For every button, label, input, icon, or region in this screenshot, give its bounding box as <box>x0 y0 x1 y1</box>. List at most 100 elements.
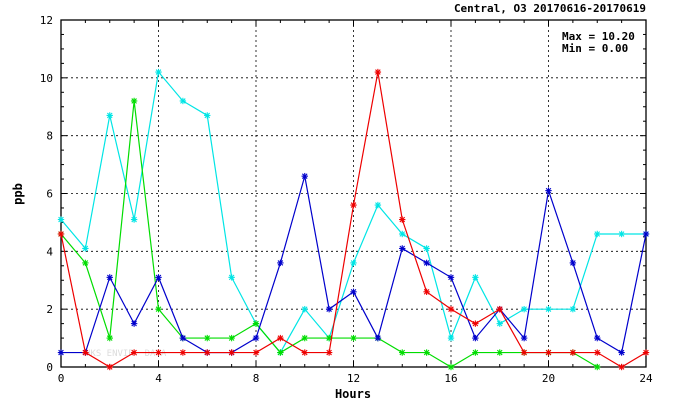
data-point <box>594 349 601 356</box>
data-point <box>252 320 260 327</box>
data-point <box>155 274 162 281</box>
data-point <box>325 305 333 313</box>
data-point <box>423 259 430 267</box>
data-point <box>472 334 479 342</box>
data-point <box>374 334 382 342</box>
data-point <box>106 363 113 371</box>
data-point <box>350 259 357 267</box>
data-point <box>447 363 455 371</box>
x-tick-label: 16 <box>444 372 457 385</box>
data-point <box>569 305 577 313</box>
data-point <box>106 334 113 342</box>
data-point <box>594 363 601 371</box>
data-point <box>301 334 308 342</box>
data-point <box>545 187 552 194</box>
x-tick-label: 0 <box>58 372 65 385</box>
series-2 <box>57 97 601 371</box>
data-point <box>57 230 65 238</box>
data-point <box>520 334 528 342</box>
data-point <box>618 349 625 356</box>
data-point <box>520 349 528 356</box>
data-point <box>130 349 138 356</box>
data-point <box>642 230 650 238</box>
data-point <box>496 349 503 356</box>
data-point <box>569 259 577 267</box>
data-point <box>447 274 455 281</box>
data-point <box>350 288 357 296</box>
data-point <box>423 288 430 296</box>
data-point <box>472 349 479 356</box>
data-point <box>155 305 162 313</box>
data-point <box>399 349 406 356</box>
data-point <box>472 274 479 281</box>
data-point <box>447 334 455 342</box>
series-4 <box>57 68 650 371</box>
grid-lines <box>61 20 646 367</box>
data-point <box>204 112 211 119</box>
data-point <box>204 349 211 356</box>
x-tick-label: 4 <box>155 372 162 385</box>
data-point <box>594 334 601 342</box>
max-stat: Max = 10.20 <box>562 30 635 43</box>
y-tick-label: 6 <box>46 188 53 201</box>
y-tick-label: 4 <box>46 245 53 258</box>
data-point <box>228 274 235 281</box>
y-tick-label: 2 <box>46 303 53 316</box>
data-point <box>374 68 382 76</box>
x-tick-label: 20 <box>542 372 555 385</box>
data-point <box>642 349 650 356</box>
data-point <box>106 112 113 119</box>
data-point <box>399 216 406 223</box>
chart-title: Central, O3 20170616-20170619 <box>454 2 646 15</box>
data-point <box>155 349 162 356</box>
data-point <box>130 97 138 105</box>
y-axis-label: ppb <box>11 183 25 205</box>
y-tick-label: 8 <box>46 130 53 143</box>
data-point <box>252 334 260 342</box>
data-point <box>301 172 308 180</box>
min-stat: Min = 0.00 <box>562 42 628 55</box>
data-point <box>472 320 479 327</box>
data-point <box>179 349 187 356</box>
data-point <box>447 305 455 313</box>
data-point <box>130 320 138 327</box>
y-tick-label: 10 <box>40 72 53 85</box>
data-point <box>179 334 187 342</box>
data-point <box>82 245 89 252</box>
x-tick-label: 8 <box>253 372 260 385</box>
data-point <box>301 349 308 356</box>
data-point <box>277 259 284 267</box>
data-point <box>423 245 430 252</box>
x-axis-label: Hours <box>335 387 371 401</box>
data-point <box>204 334 211 342</box>
data-point <box>545 305 552 313</box>
data-point <box>301 305 308 313</box>
data-point <box>228 334 235 342</box>
data-point <box>618 363 625 371</box>
x-tick-label: 24 <box>639 372 653 385</box>
data-point <box>82 259 89 267</box>
data-point <box>106 274 113 281</box>
data-point <box>520 305 528 313</box>
data-point <box>130 216 138 223</box>
data-point <box>350 334 357 342</box>
data-point <box>399 230 406 238</box>
data-point <box>496 305 503 313</box>
data-point <box>57 349 65 356</box>
data-point <box>545 349 552 356</box>
data-point <box>496 320 503 327</box>
x-tick-label: 12 <box>347 372 360 385</box>
data-point <box>228 349 235 356</box>
data-point <box>618 230 625 238</box>
data-point <box>423 349 430 356</box>
data-point <box>350 201 357 209</box>
data-point <box>155 68 162 76</box>
data-point <box>594 230 601 238</box>
series-line <box>60 100 598 368</box>
y-tick-label: 0 <box>46 361 53 374</box>
watermark: HKS ENVIR. DATA <box>85 349 167 359</box>
data-point <box>179 97 187 105</box>
data-point <box>374 201 382 209</box>
